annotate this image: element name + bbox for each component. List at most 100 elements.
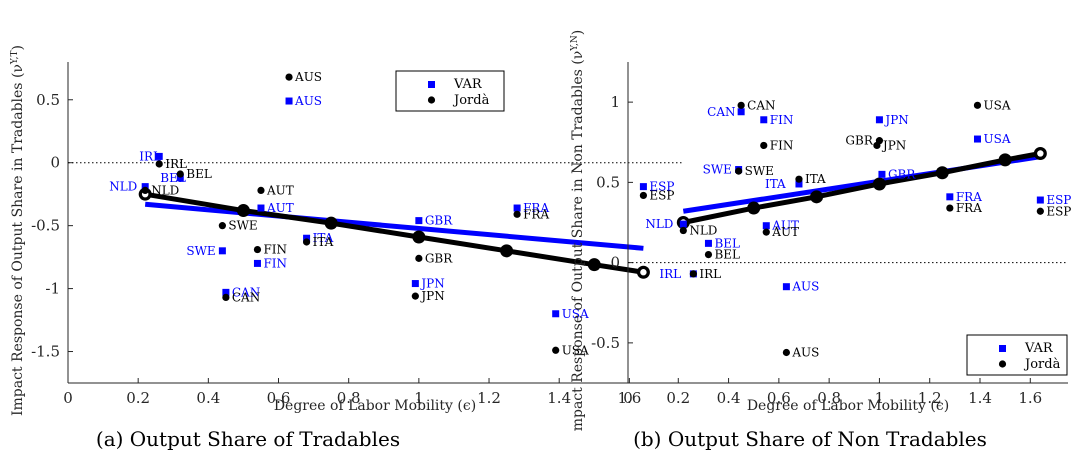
var-point	[878, 170, 886, 178]
jorda-point	[552, 346, 560, 354]
point-label: AUT	[771, 225, 799, 239]
point-label: AUS	[791, 280, 819, 294]
var-point	[552, 310, 560, 318]
legend-jorda-marker	[998, 360, 1007, 368]
var-point	[1036, 196, 1044, 204]
jorda-point	[795, 175, 803, 183]
jorda-point	[737, 101, 745, 109]
jorda-point	[1036, 207, 1044, 215]
y-tick-label: 1	[610, 93, 620, 111]
var-point	[257, 204, 265, 212]
point-label: FRA	[523, 201, 549, 215]
point-label: SWE	[228, 219, 257, 233]
point-label: IRL	[659, 267, 681, 281]
point-label: NLD	[109, 180, 137, 194]
point-label: CAN	[747, 98, 775, 112]
jorda-point	[176, 170, 184, 178]
jorda-point	[873, 141, 881, 150]
point-label: FRA	[956, 201, 982, 215]
point-label: AUT	[771, 219, 799, 233]
point-label: ITA	[805, 172, 826, 186]
jorda-point	[782, 348, 791, 357]
var-point	[141, 183, 149, 191]
y-tick-label: 0.5	[596, 173, 620, 191]
point-label: FIN	[263, 256, 287, 270]
jorda-point	[411, 292, 419, 300]
point-label: IRL	[139, 149, 161, 163]
x-tick-label: 0.6	[267, 389, 291, 407]
point-label: JPN	[419, 277, 444, 291]
x-tick-label: 0.4	[717, 389, 741, 407]
legend-jorda-label: Jordà	[1023, 357, 1061, 372]
point-label: FIN	[770, 138, 794, 152]
jorda-point	[141, 186, 149, 194]
var-point	[639, 183, 647, 191]
point-label: AUS	[791, 346, 819, 360]
point-label: NLD	[645, 217, 673, 231]
point-label: USA	[983, 132, 1010, 146]
y-tick-label: -0.5	[591, 334, 620, 352]
var-point	[973, 135, 981, 143]
point-label: ESP	[1046, 204, 1071, 218]
x-tick-label: 0.2	[666, 389, 690, 407]
var-point	[415, 217, 423, 225]
jorda-fit-node	[998, 153, 1012, 167]
var-point	[946, 193, 954, 201]
jorda-point	[735, 167, 743, 175]
var-point	[411, 280, 419, 288]
x-tick-label: 0	[623, 389, 633, 407]
var-point	[253, 259, 261, 267]
y-tick-label: 0	[610, 254, 620, 272]
y-tick-label: -1.5	[31, 343, 60, 361]
point-label: AUS	[294, 70, 322, 84]
jorda-point	[973, 101, 982, 109]
jorda-point	[760, 141, 768, 150]
var-point	[782, 283, 790, 291]
jorda-point	[302, 238, 311, 246]
point-label: SWE	[745, 164, 774, 178]
jorda-fit-node	[500, 244, 514, 258]
y-tick-label: -0.5	[31, 217, 60, 235]
var-point	[222, 288, 230, 296]
point-label: FRA	[523, 207, 549, 221]
point-label: IRL	[699, 267, 721, 281]
jorda-point	[689, 270, 697, 278]
var-point	[760, 116, 768, 124]
point-label: JPN	[883, 113, 908, 127]
panel-caption: (b) Output Share of Non Tradables	[633, 427, 987, 451]
legend-jorda-marker	[427, 96, 436, 104]
x-tick-label: 0.8	[817, 389, 841, 407]
panel-tradables: 0 0.2 0.4 0.6 0.8 1 1.2 1.4 1.6 -1.5 -1 -0.5 0 0.5 Deg…	[10, 45, 682, 451]
point-label: CAN	[232, 290, 260, 304]
point-label: NLD	[151, 183, 179, 197]
x-tick-label: 0.2	[126, 389, 150, 407]
y-tick-label: 0	[50, 154, 60, 172]
jorda-point	[704, 251, 713, 259]
jorda-fit-node	[935, 166, 949, 180]
legend-box	[395, 70, 505, 112]
point-label: ITA	[313, 235, 334, 249]
point-label: SWE	[703, 163, 732, 177]
jorda-fit-node	[236, 204, 250, 218]
jorda-fit-node	[324, 216, 338, 230]
jorda-point	[946, 204, 954, 212]
point-label: CAN	[707, 105, 735, 119]
legend-jorda-label: Jordà	[452, 93, 490, 108]
point-label: BEL	[714, 236, 740, 250]
x-tick-label: 0.6	[767, 389, 791, 407]
var-point	[795, 180, 803, 188]
jorda-fit-node	[412, 230, 426, 244]
legend-var-label: VAR	[453, 77, 483, 92]
x-tick-label: 0	[63, 389, 73, 407]
y-axis-label: Impact Response of Output Share in Trada…	[10, 45, 26, 416]
jorda-point	[679, 226, 687, 235]
jorda-point	[415, 254, 423, 262]
x-tick-label: 1.6	[617, 389, 641, 407]
panel-caption: (a) Output Share of Tradables	[96, 427, 400, 451]
point-label: AUT	[266, 183, 294, 197]
point-label: FIN	[263, 243, 287, 257]
point-label: USA	[562, 307, 589, 321]
jorda-point	[218, 222, 226, 230]
